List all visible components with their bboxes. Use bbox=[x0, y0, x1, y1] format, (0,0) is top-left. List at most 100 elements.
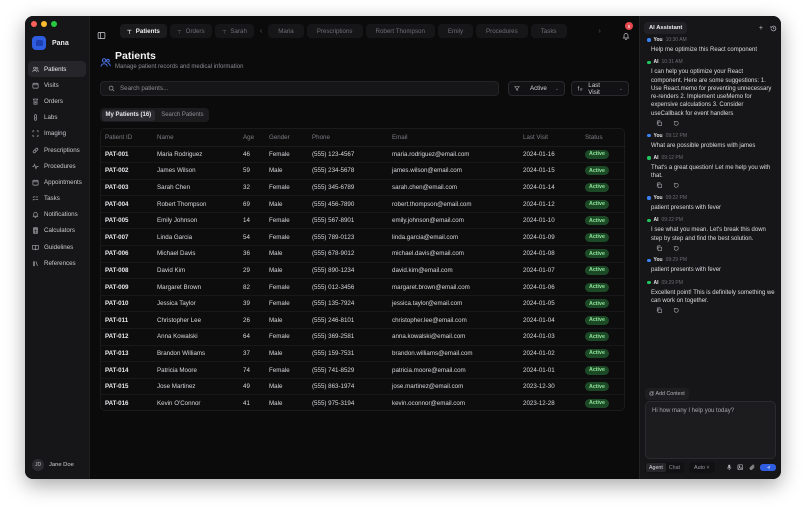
copy-icon[interactable] bbox=[656, 245, 663, 252]
message-sender: AI bbox=[653, 154, 659, 161]
tab-my-patients[interactable]: My Patients (16) bbox=[101, 109, 156, 121]
copy-icon[interactable] bbox=[656, 182, 663, 189]
scroll-tabs-left-icon[interactable]: ‹ bbox=[259, 27, 263, 35]
calendar-icon bbox=[32, 179, 39, 186]
regenerate-icon[interactable] bbox=[673, 182, 680, 189]
column-header[interactable]: Gender bbox=[265, 129, 308, 147]
app-window: Pana Patients Visits Orders Labs Imaging Pres… bbox=[25, 16, 781, 479]
tab-patients[interactable]: ⊥ Patients bbox=[120, 24, 167, 38]
table-row[interactable]: PAT-001 Maria Rodriguez 46 Female (555) 123-… bbox=[101, 146, 626, 164]
sidebar-item-guidelines[interactable]: Guidelines bbox=[28, 239, 86, 255]
sidebar-item-prescriptions[interactable]: Prescriptions bbox=[28, 142, 86, 158]
tab-robert-thompson[interactable]: Robert Thompson bbox=[365, 24, 435, 38]
regenerate-icon[interactable] bbox=[673, 245, 680, 252]
search-input[interactable] bbox=[120, 85, 498, 92]
add-context-button[interactable]: @ Add Context bbox=[645, 388, 689, 400]
column-header[interactable]: Status bbox=[581, 129, 626, 147]
minimize-window-button[interactable] bbox=[41, 21, 47, 27]
table-row[interactable]: PAT-007 Linda Garcia 54 Female (555) 789-012… bbox=[101, 228, 626, 247]
table-row[interactable]: PAT-012 Anna Kowalski 64 Female (555) 369-25… bbox=[101, 328, 626, 346]
column-header[interactable]: Last Visit bbox=[519, 129, 581, 147]
sidebar-item-tasks[interactable]: Tasks bbox=[28, 191, 86, 207]
sidebar-item-references[interactable]: References bbox=[28, 255, 86, 271]
table-cell: (555) 890-1234 bbox=[308, 262, 388, 280]
table-row[interactable]: PAT-009 Margaret Brown 82 Female (555) 012-3… bbox=[101, 278, 626, 296]
sidebar-item-labs[interactable]: Labs bbox=[28, 110, 86, 126]
table-row[interactable]: PAT-005 Emily Johnson 14 Female (555) 567-89… bbox=[101, 212, 626, 230]
tab-procedures[interactable]: Procedures bbox=[476, 24, 528, 38]
table-row[interactable]: PAT-011 Christopher Lee 26 Male (555) 246-81… bbox=[101, 311, 626, 330]
table-cell: Male bbox=[265, 262, 308, 280]
sidebar-item-label: Prescriptions bbox=[44, 146, 80, 154]
tab-search-patients[interactable]: Search Patients bbox=[161, 112, 204, 118]
table-row[interactable]: PAT-015 Jose Martinez 49 Male (555) 863-1974… bbox=[101, 378, 626, 396]
status-badge: Active bbox=[585, 299, 609, 309]
new-chat-icon[interactable]: + bbox=[758, 24, 763, 32]
sidebar-item-patients[interactable]: Patients bbox=[28, 61, 86, 78]
sort-dropdown[interactable]: Last Visit ⌄ bbox=[571, 81, 629, 96]
table-row[interactable]: PAT-010 Jessica Taylor 39 Female (555) 135-7… bbox=[101, 295, 626, 313]
message-text: Help me optimize this React component bbox=[651, 47, 758, 53]
microphone-icon[interactable] bbox=[726, 464, 733, 471]
user-profile[interactable]: JD Jane Doe bbox=[32, 459, 74, 471]
paperclip-icon[interactable] bbox=[749, 464, 756, 471]
column-header[interactable]: Name bbox=[153, 129, 239, 147]
table-row[interactable]: PAT-004 Robert Thompson 69 Male (555) 456-78… bbox=[101, 195, 626, 213]
tab-prescriptions[interactable]: Prescriptions bbox=[306, 24, 363, 38]
column-header[interactable]: Age bbox=[239, 129, 265, 147]
column-header[interactable]: Email bbox=[388, 129, 519, 147]
image-icon[interactable] bbox=[737, 464, 744, 471]
regenerate-icon[interactable] bbox=[673, 307, 680, 314]
tab-orders[interactable]: ⊥ Orders bbox=[169, 24, 212, 38]
mode-agent-button[interactable]: Agent bbox=[646, 463, 666, 472]
table-cell: Female bbox=[265, 228, 308, 247]
table-row[interactable]: PAT-006 Michael Davis 36 Male (555) 678-9012… bbox=[101, 245, 626, 263]
sidebar-item-visits[interactable]: Visits bbox=[28, 77, 86, 93]
table-cell: (555) 135-7924 bbox=[308, 295, 388, 313]
table-row[interactable]: PAT-003 Sarah Chen 32 Female (555) 345-6789 s… bbox=[101, 179, 626, 197]
sidebar-item-imaging[interactable]: Imaging bbox=[28, 126, 86, 142]
message-sender: AI bbox=[653, 279, 659, 286]
library-icon bbox=[32, 260, 39, 267]
model-select[interactable]: Auto ˅ bbox=[689, 462, 715, 473]
table-row[interactable]: PAT-016 Kevin O'Connor 41 Male (555) 975-319… bbox=[101, 395, 626, 412]
filter-icon bbox=[514, 86, 520, 91]
close-window-button[interactable] bbox=[31, 21, 37, 27]
table-row[interactable]: PAT-008 David Kim 29 Male (555) 890-1234 davi… bbox=[101, 262, 626, 280]
tab-emily[interactable]: Emily bbox=[437, 24, 474, 38]
table-cell: PAT-011 bbox=[101, 311, 153, 330]
message-sender: You bbox=[653, 257, 663, 264]
table-row[interactable]: PAT-014 Patricia Moore 74 Female (555) 741-8… bbox=[101, 361, 626, 379]
table-cell: christopher.lee@email.com bbox=[388, 311, 519, 330]
copy-icon[interactable] bbox=[656, 307, 663, 314]
send-button[interactable] bbox=[760, 464, 776, 471]
sidebar-item-calculators[interactable]: Calculators bbox=[28, 223, 86, 239]
sidebar-item-orders[interactable]: Orders bbox=[28, 93, 86, 109]
tab-sarah[interactable]: ⊥ Sarah bbox=[214, 24, 254, 38]
maximize-window-button[interactable] bbox=[51, 21, 57, 27]
sidebar-item-appointments[interactable]: Appointments bbox=[28, 174, 86, 190]
status-badge: Active bbox=[585, 166, 609, 176]
mode-chat-button[interactable]: Chat bbox=[668, 464, 681, 471]
table-cell: Female bbox=[265, 278, 308, 296]
history-icon[interactable] bbox=[770, 25, 777, 32]
status-filter-dropdown[interactable]: Active ⌄ bbox=[508, 81, 565, 96]
table-row[interactable]: PAT-013 Brandon Williams 37 Male (555) 159-7… bbox=[101, 345, 626, 363]
notifications-bell-icon[interactable] bbox=[622, 27, 630, 40]
regenerate-icon[interactable] bbox=[673, 120, 680, 127]
table-cell: Female bbox=[265, 295, 308, 313]
copy-icon[interactable] bbox=[656, 120, 663, 127]
table-cell: 2024-01-14 bbox=[519, 179, 581, 197]
chat-input[interactable] bbox=[646, 402, 775, 458]
column-header[interactable]: Patient ID bbox=[101, 129, 153, 147]
scroll-tabs-right-icon[interactable]: › bbox=[598, 27, 601, 35]
table-row[interactable]: PAT-002 James Wilson 59 Male (555) 234-5678 j… bbox=[101, 162, 626, 180]
tab-label: Sarah bbox=[230, 27, 247, 35]
column-header[interactable]: Phone bbox=[308, 129, 388, 147]
sidebar-item-notifications[interactable]: Notifications bbox=[28, 207, 86, 223]
table-cell: david.kim@email.com bbox=[388, 262, 519, 280]
sidebar-toggle-icon[interactable] bbox=[97, 27, 106, 40]
tab-tasks[interactable]: Tasks bbox=[530, 24, 567, 38]
tab-maria[interactable]: Maria bbox=[268, 24, 304, 38]
sidebar-item-procedures[interactable]: Procedures bbox=[28, 158, 86, 174]
